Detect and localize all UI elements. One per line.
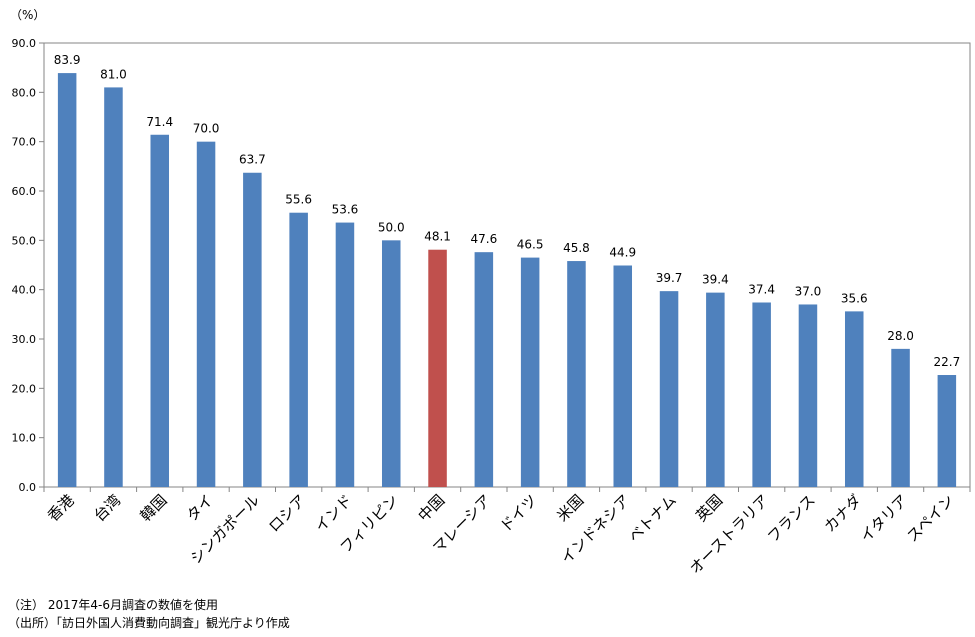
x-category-label: 英国 xyxy=(692,491,726,525)
bar xyxy=(243,172,262,487)
bar xyxy=(798,304,818,487)
data-label: 37.0 xyxy=(795,284,822,298)
y-tick-label: 80.0 xyxy=(12,86,37,99)
bar xyxy=(844,311,864,487)
data-label: 81.0 xyxy=(100,67,127,81)
bar xyxy=(289,212,308,487)
y-tick-label: 50.0 xyxy=(12,234,37,247)
data-label: 28.0 xyxy=(887,329,914,343)
data-label: 48.1 xyxy=(424,230,451,244)
bar xyxy=(706,292,725,487)
x-category-label: 香港 xyxy=(44,491,78,525)
data-label: 35.6 xyxy=(841,291,868,305)
data-label: 55.6 xyxy=(285,193,312,207)
x-category-label: インド xyxy=(311,491,356,536)
x-category-label: フランス xyxy=(764,491,819,546)
y-tick-label: 20.0 xyxy=(12,382,37,395)
bar xyxy=(474,252,494,487)
y-tick-label: 70.0 xyxy=(12,136,37,149)
bar xyxy=(104,87,123,488)
x-category-label: カナダ xyxy=(821,491,866,536)
data-label: 50.0 xyxy=(378,220,405,234)
y-tick-label: 40.0 xyxy=(12,284,37,297)
data-label: 53.6 xyxy=(332,203,359,217)
bar xyxy=(937,375,957,487)
y-tick-label: 10.0 xyxy=(12,432,37,445)
y-tick-label: 30.0 xyxy=(12,333,37,346)
bar xyxy=(428,249,447,487)
x-category-label: オーストラリア xyxy=(686,491,772,577)
x-category-label: 台湾 xyxy=(90,491,124,525)
y-tick-label: 90.0 xyxy=(12,37,37,50)
source-text: （出所）「訪日外国人消費動向調査」観光庁より作成 xyxy=(8,616,290,630)
data-label: 63.7 xyxy=(239,153,266,167)
y-tick-label: 0.0 xyxy=(19,481,37,494)
data-label: 39.7 xyxy=(656,271,683,285)
bar xyxy=(567,261,586,487)
data-label: 22.7 xyxy=(933,355,960,369)
data-label: 70.0 xyxy=(193,122,220,136)
x-category-label: ロシア xyxy=(265,491,310,536)
y-tick-label: 60.0 xyxy=(12,185,37,198)
data-label: 71.4 xyxy=(146,115,173,129)
x-category-label: 韓国 xyxy=(137,491,171,525)
data-label: 39.4 xyxy=(702,273,729,287)
x-category-label: 中国 xyxy=(414,491,448,525)
bar xyxy=(335,222,355,487)
bar xyxy=(891,348,910,487)
x-category-label: 米国 xyxy=(553,491,587,525)
y-axis-unit-label: （%） xyxy=(10,8,46,22)
data-label: 83.9 xyxy=(54,53,81,67)
x-category-label: ドイツ xyxy=(496,491,541,536)
bar xyxy=(613,265,633,487)
x-category-label: スペイン xyxy=(903,491,957,545)
x-category-label: イタリア xyxy=(857,491,912,546)
bar xyxy=(57,73,77,488)
x-category-label: タイ xyxy=(183,491,217,525)
bar xyxy=(659,291,679,487)
data-label: 37.4 xyxy=(748,282,775,296)
bar xyxy=(520,257,540,487)
plot-area-frame xyxy=(43,42,971,488)
data-label: 45.8 xyxy=(563,241,590,255)
bar xyxy=(381,240,401,487)
x-category-label: ベトナム xyxy=(625,491,680,546)
bar xyxy=(752,302,771,487)
data-label: 46.5 xyxy=(517,238,544,252)
data-label: 44.9 xyxy=(609,245,636,259)
data-label: 47.6 xyxy=(470,232,497,246)
bar xyxy=(150,134,170,487)
bar xyxy=(196,141,216,487)
note-text: （注） 2017年4-6月調査の数値を使用 xyxy=(8,598,218,612)
